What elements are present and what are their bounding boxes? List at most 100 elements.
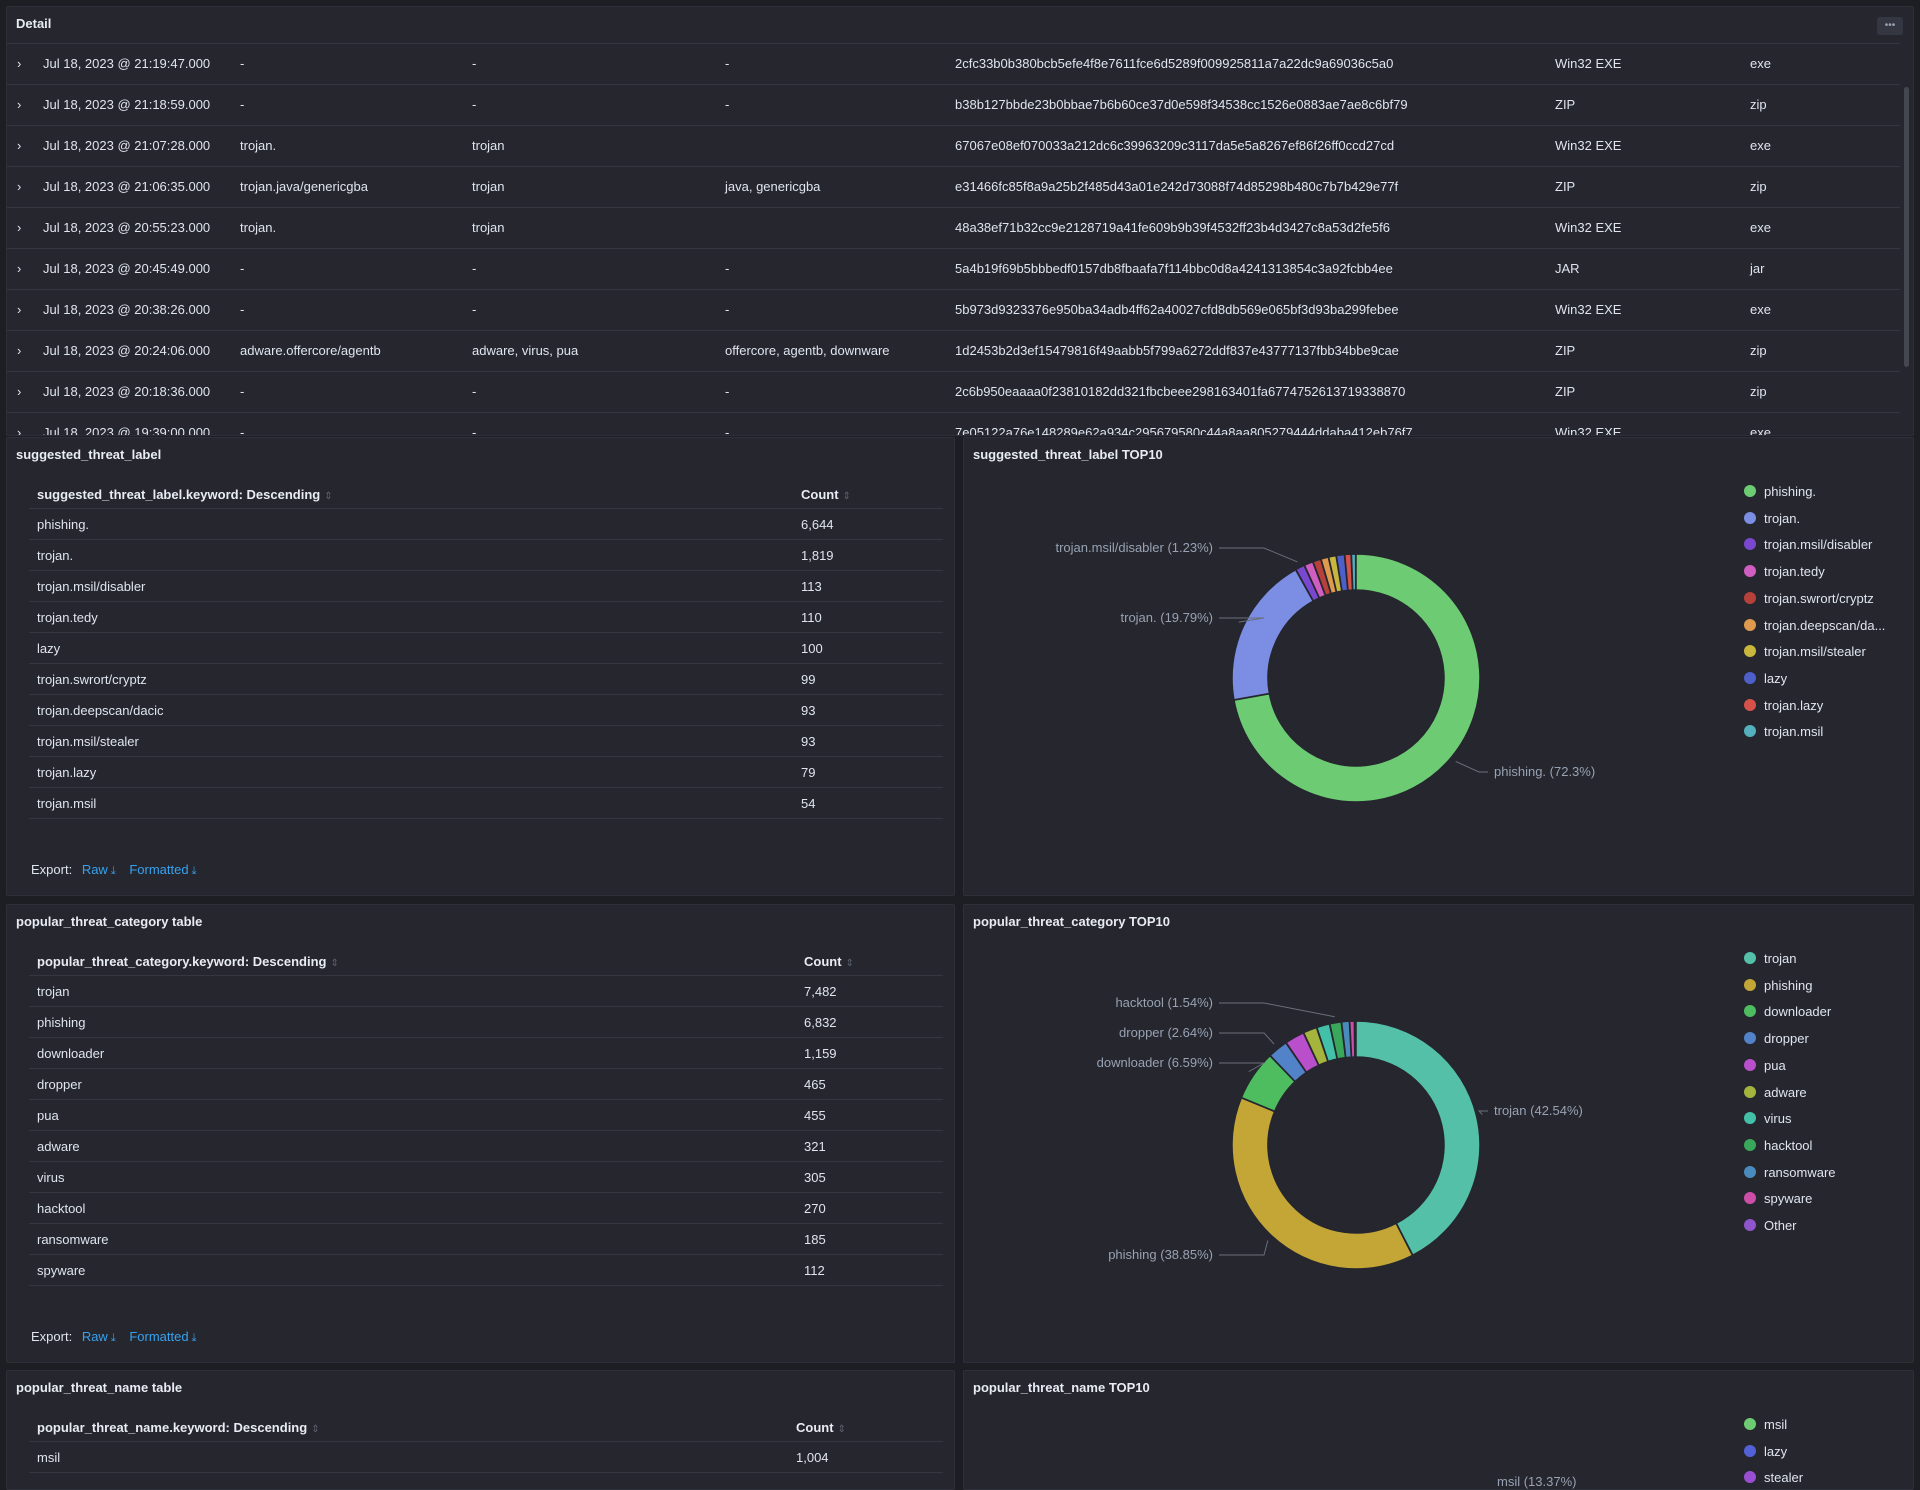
- table-row[interactable]: msil 1,004: [29, 1442, 943, 1473]
- pie-slice-other[interactable]: [1353, 1020, 1357, 1058]
- detail-row[interactable]: › Jul 18, 2023 @ 20:24:06.000 adware.offer…: [7, 330, 1900, 371]
- export-label: Export:: [31, 1329, 73, 1344]
- expand-chevron-icon[interactable]: ›: [17, 97, 22, 112]
- expand-chevron-icon[interactable]: ›: [17, 220, 22, 235]
- legend-item[interactable]: trojan.: [1744, 511, 1800, 526]
- table-row[interactable]: dropper 465: [29, 1069, 943, 1100]
- legend-item[interactable]: phishing.: [1744, 484, 1816, 499]
- expand-chevron-icon[interactable]: ›: [17, 179, 22, 194]
- expand-chevron-icon[interactable]: ›: [17, 384, 22, 399]
- table-row[interactable]: adware 321: [29, 1131, 943, 1162]
- column-header-keyword[interactable]: suggested_threat_label.keyword: Descendi…: [37, 487, 333, 502]
- pie-slice-trojan-[interactable]: [1231, 568, 1315, 701]
- legend-item[interactable]: spyware: [1744, 1191, 1812, 1206]
- name-table: popular_threat_name.keyword: Descending ⇕…: [29, 1408, 943, 1473]
- more-icon[interactable]: •••: [1877, 17, 1903, 35]
- detail-cell: exe: [1750, 302, 1771, 317]
- export-formatted-link[interactable]: Formatted ⤓: [129, 862, 197, 877]
- legend-item[interactable]: pua: [1744, 1058, 1786, 1073]
- detail-row[interactable]: › Jul 18, 2023 @ 20:45:49.000 - - - 5a4b19f69…: [7, 248, 1900, 289]
- export-raw-link[interactable]: Raw ⤓: [81, 1329, 116, 1344]
- legend-item[interactable]: trojan.swrort/cryptz: [1744, 591, 1874, 606]
- legend-item[interactable]: downloader: [1744, 1004, 1831, 1019]
- detail-row[interactable]: › Jul 18, 2023 @ 21:07:28.000 trojan. troja…: [7, 125, 1900, 166]
- pie-slice-phishing-[interactable]: [1233, 553, 1481, 803]
- legend-swatch: [1744, 1165, 1756, 1178]
- detail-row[interactable]: › Jul 18, 2023 @ 20:55:23.000 trojan. troja…: [7, 207, 1900, 248]
- table-row[interactable]: trojan.msil/stealer 93: [29, 726, 943, 757]
- table-row[interactable]: trojan.msil 54: [29, 788, 943, 819]
- pie-slice-trojan[interactable]: [1355, 1020, 1481, 1257]
- detail-row[interactable]: › Jul 18, 2023 @ 21:06:35.000 trojan.java/…: [7, 166, 1900, 207]
- legend-item[interactable]: trojan: [1744, 951, 1797, 966]
- label-table-title: suggested_threat_label: [16, 447, 162, 462]
- category-table: popular_threat_category.keyword: Descend…: [29, 942, 943, 1286]
- export-formatted-link[interactable]: Formatted ⤓: [129, 1329, 197, 1344]
- legend-label: Other: [1764, 1218, 1797, 1233]
- column-header-keyword[interactable]: popular_threat_category.keyword: Descend…: [37, 954, 339, 969]
- detail-cell: -: [472, 425, 477, 436]
- legend-item[interactable]: phishing: [1744, 978, 1812, 993]
- export-raw-link[interactable]: Raw ⤓: [81, 862, 116, 877]
- legend-item[interactable]: trojan.tedy: [1744, 564, 1825, 579]
- table-row[interactable]: hacktool 270: [29, 1193, 943, 1224]
- table-row[interactable]: trojan.tedy 110: [29, 602, 943, 633]
- table-row[interactable]: phishing 6,832: [29, 1007, 943, 1038]
- table-row[interactable]: trojan.lazy 79: [29, 757, 943, 788]
- legend-item[interactable]: trojan.lazy: [1744, 698, 1823, 713]
- legend-item[interactable]: Other: [1744, 1218, 1797, 1233]
- table-cell-count: 1,004: [796, 1450, 829, 1465]
- detail-row[interactable]: › Jul 18, 2023 @ 20:18:36.000 - - - 2c6b950ea…: [7, 371, 1900, 412]
- download-icon: ⤓: [110, 1332, 116, 1344]
- table-row[interactable]: pua 455: [29, 1100, 943, 1131]
- legend-item[interactable]: lazy: [1744, 671, 1787, 686]
- legend-item[interactable]: trojan.msil/disabler: [1744, 537, 1872, 552]
- legend-item[interactable]: dropper: [1744, 1031, 1809, 1046]
- legend-item[interactable]: hacktool: [1744, 1138, 1812, 1153]
- table-row[interactable]: lazy 100: [29, 633, 943, 664]
- table-row[interactable]: downloader 1,159: [29, 1038, 943, 1069]
- column-header-keyword[interactable]: popular_threat_name.keyword: Descending ⇕: [37, 1420, 320, 1435]
- detail-row[interactable]: › Jul 18, 2023 @ 19:39:00.000 - - - 7e05122a7…: [7, 412, 1900, 436]
- pie-slice-phishing[interactable]: [1231, 1096, 1414, 1270]
- detail-scrollbar[interactable]: [1904, 87, 1909, 367]
- expand-chevron-icon[interactable]: ›: [17, 56, 22, 71]
- pie-slice-trojan-msil[interactable]: [1350, 553, 1357, 591]
- expand-chevron-icon[interactable]: ›: [17, 425, 22, 436]
- legend-item[interactable]: trojan.deepscan/da...: [1744, 618, 1885, 633]
- legend-item[interactable]: trojan.msil/stealer: [1744, 644, 1866, 659]
- legend-item[interactable]: msil: [1744, 1417, 1787, 1432]
- legend-item[interactable]: adware: [1744, 1085, 1807, 1100]
- detail-cell: 7e05122a76e148289e62a934c295679580c44a8a…: [955, 425, 1413, 436]
- table-row[interactable]: ransomware 185: [29, 1224, 943, 1255]
- legend-item[interactable]: ransomware: [1744, 1165, 1836, 1180]
- annotation-leader-line: [1219, 1062, 1266, 1073]
- expand-chevron-icon[interactable]: ›: [17, 261, 22, 276]
- legend-item[interactable]: stealer: [1744, 1470, 1803, 1485]
- table-row[interactable]: trojan.msil/disabler 113: [29, 571, 943, 602]
- detail-row[interactable]: › Jul 18, 2023 @ 21:18:59.000 - - - b38b127bb…: [7, 84, 1900, 125]
- table-row[interactable]: trojan.swrort/cryptz 99: [29, 664, 943, 695]
- table-row[interactable]: trojan. 1,819: [29, 540, 943, 571]
- expand-chevron-icon[interactable]: ›: [17, 302, 22, 317]
- table-row[interactable]: phishing. 6,644: [29, 509, 943, 540]
- pie-annotation: msil (13.37%): [1497, 1474, 1577, 1489]
- detail-row[interactable]: › Jul 18, 2023 @ 21:19:47.000 - - - 2cfc33b0b…: [7, 43, 1900, 84]
- legend-item[interactable]: trojan.msil: [1744, 724, 1823, 739]
- table-row[interactable]: trojan.deepscan/dacic 93: [29, 695, 943, 726]
- column-header-count[interactable]: Count ⇕: [796, 1420, 846, 1435]
- expand-chevron-icon[interactable]: ›: [17, 138, 22, 153]
- expand-chevron-icon[interactable]: ›: [17, 343, 22, 358]
- detail-cell: zip: [1750, 384, 1767, 399]
- detail-row[interactable]: › Jul 18, 2023 @ 20:38:26.000 - - - 5b973d932…: [7, 289, 1900, 330]
- table-row[interactable]: spyware 112: [29, 1255, 943, 1286]
- column-header-count[interactable]: Count ⇕: [801, 487, 851, 502]
- legend-item[interactable]: lazy: [1744, 1444, 1787, 1459]
- table-row[interactable]: trojan 7,482: [29, 976, 943, 1007]
- column-header-count[interactable]: Count ⇕: [804, 954, 854, 969]
- table-row[interactable]: virus 305: [29, 1162, 943, 1193]
- legend-item[interactable]: virus: [1744, 1111, 1791, 1126]
- detail-cell: adware.offercore/agentb: [240, 343, 381, 358]
- detail-cell: Win32 EXE: [1555, 56, 1622, 71]
- legend-swatch: [1744, 1471, 1756, 1484]
